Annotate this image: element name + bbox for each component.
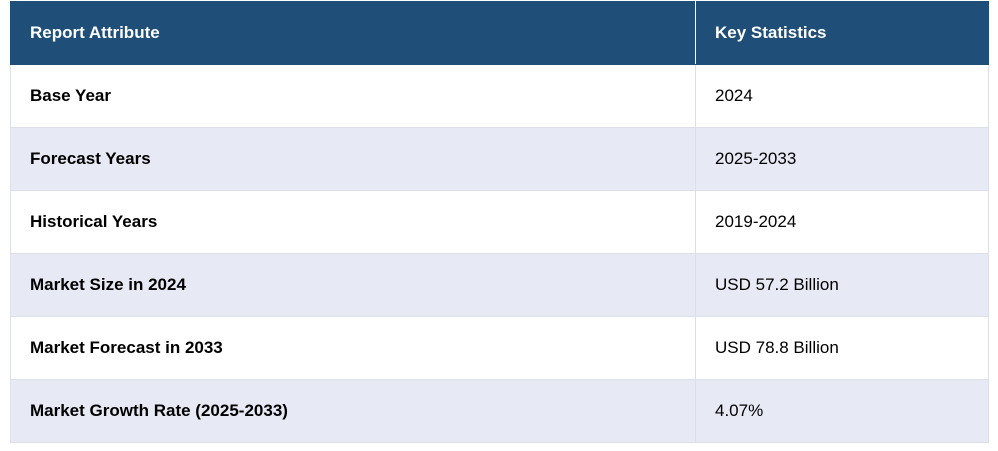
row-statistic-value: USD 57.2 Billion (695, 253, 989, 317)
table-row-market-size: Market Size in 2024 USD 57.2 Billion (10, 253, 989, 317)
row-statistic-value: 4.07% (695, 379, 989, 443)
header-key-statistics: Key Statistics (695, 1, 989, 65)
row-attribute-label: Market Forecast in 2033 (10, 316, 696, 380)
row-attribute-label: Forecast Years (10, 127, 696, 191)
row-statistic-value: 2024 (695, 64, 989, 128)
row-statistic-value: USD 78.8 Billion (695, 316, 989, 380)
row-statistic-value: 2019-2024 (695, 190, 989, 254)
row-attribute-label: Historical Years (10, 190, 696, 254)
table-row-base-year: Base Year 2024 (10, 64, 989, 128)
report-statistics-table: Report Attribute Key Statistics Base Yea… (10, 1, 989, 443)
table-row-market-forecast: Market Forecast in 2033 USD 78.8 Billion (10, 316, 989, 380)
row-attribute-label: Base Year (10, 64, 696, 128)
report-table-container: Report Attribute Key Statistics Base Yea… (10, 1, 989, 443)
row-statistic-value: 2025-2033 (695, 127, 989, 191)
table-row-forecast-years: Forecast Years 2025-2033 (10, 127, 989, 191)
row-attribute-label: Market Size in 2024 (10, 253, 696, 317)
table-header-row: Report Attribute Key Statistics (10, 1, 989, 65)
row-attribute-label: Market Growth Rate (2025-2033) (10, 379, 696, 443)
table-row-market-growth-rate: Market Growth Rate (2025-2033) 4.07% (10, 379, 989, 443)
header-report-attribute: Report Attribute (10, 1, 696, 65)
table-row-historical-years: Historical Years 2019-2024 (10, 190, 989, 254)
